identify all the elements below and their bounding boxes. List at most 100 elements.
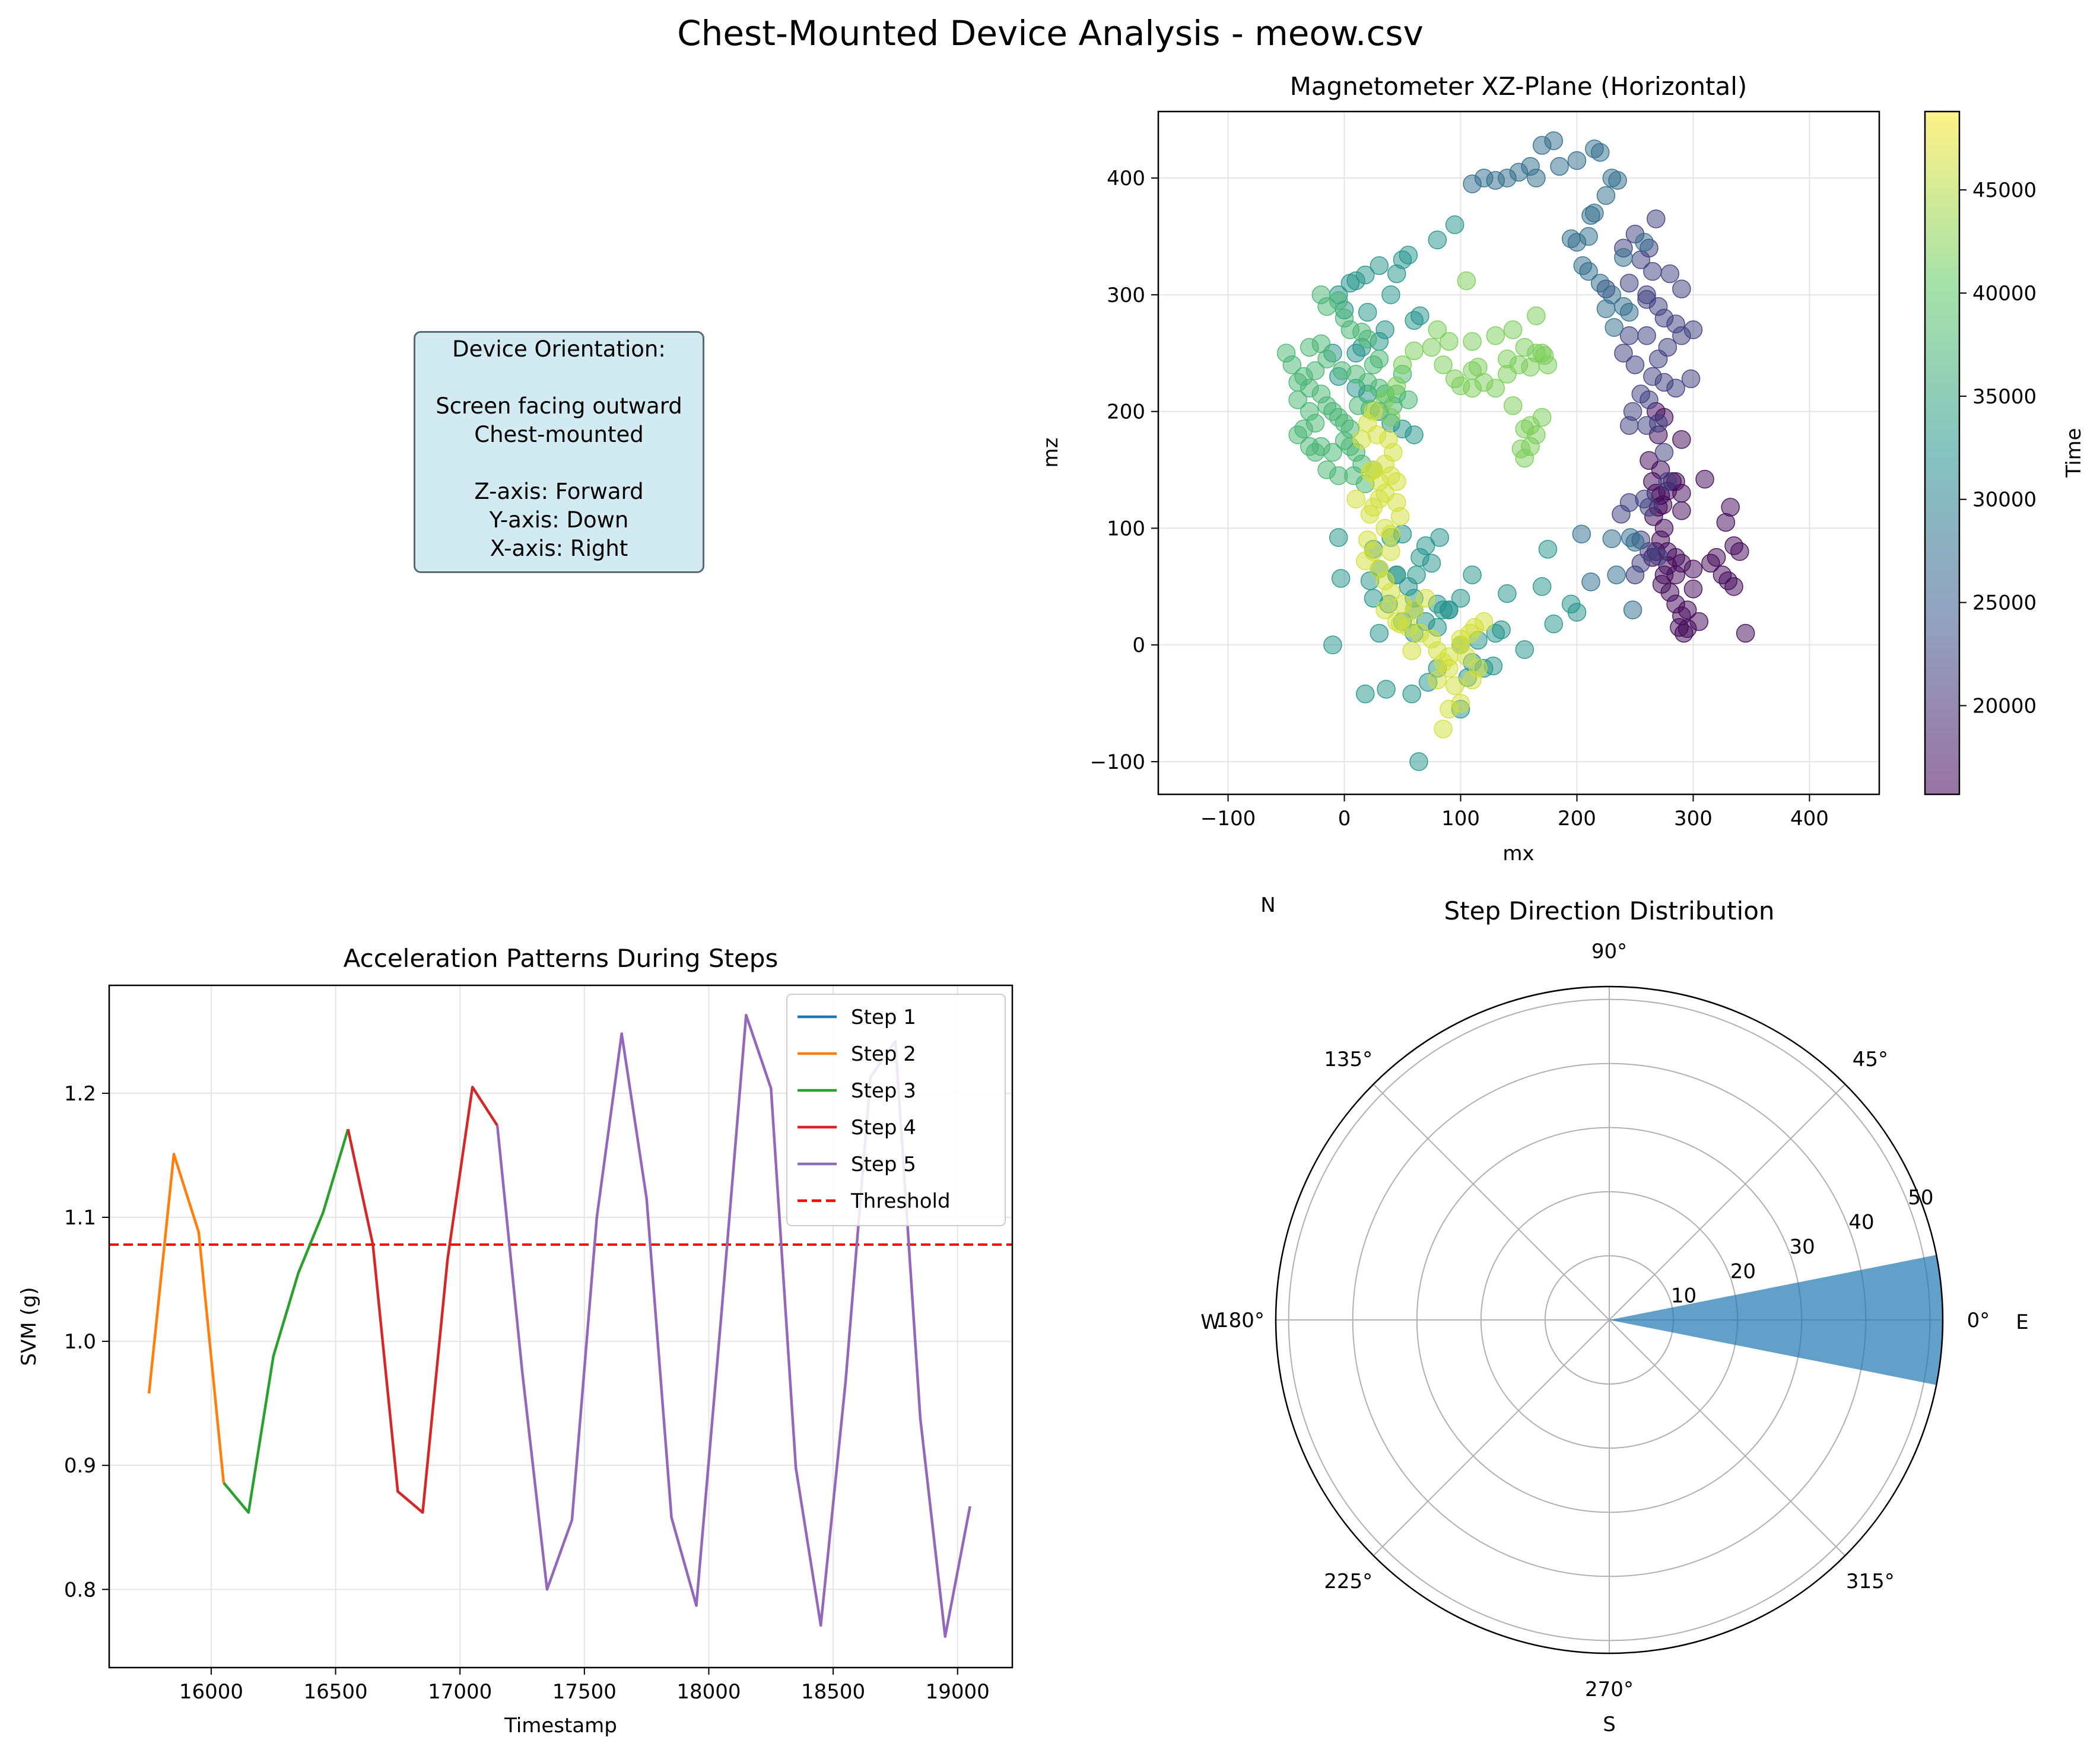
magnetometer-point — [1300, 402, 1319, 421]
magnetometer-ytick-label: −100 — [1090, 750, 1145, 774]
colorbar-tick-label: 35000 — [1972, 385, 2037, 409]
magnetometer-point — [1590, 273, 1610, 292]
acceleration-frame — [108, 984, 1014, 1669]
magnetometer-point — [1445, 215, 1464, 234]
legend-label: Step 2 — [851, 1042, 916, 1066]
polar-angle-label: 0° — [1967, 1309, 1990, 1332]
magnetometer-point — [1492, 620, 1511, 640]
magnetometer-point — [1346, 489, 1365, 508]
magnetometer-point — [1637, 326, 1656, 345]
magnetometer-point — [1637, 290, 1656, 309]
magnetometer-point — [1625, 355, 1645, 374]
acceleration-xtick-label: 16500 — [303, 1680, 367, 1704]
legend-label: Step 4 — [851, 1116, 916, 1140]
magnetometer-point — [1625, 533, 1645, 552]
magnetometer-point — [1409, 752, 1428, 771]
magnetometer-point — [1689, 612, 1708, 631]
magnetometer-point — [1666, 565, 1685, 584]
magnetometer-point — [1695, 470, 1714, 489]
magnetometer-point — [1614, 248, 1633, 267]
magnetometer-point — [1486, 378, 1505, 398]
magnetometer-point — [1428, 670, 1447, 689]
magnetometer-point — [1356, 551, 1375, 571]
magnetometer-point — [1390, 507, 1410, 526]
colorbar — [1925, 112, 1959, 794]
magnetometer-point — [1428, 320, 1447, 339]
magnetometer-point — [1602, 529, 1622, 548]
magnetometer-point — [1683, 579, 1703, 599]
magnetometer-point — [1402, 641, 1421, 660]
colorbar-tick-label: 20000 — [1972, 694, 2037, 718]
polar-spoke — [1609, 1083, 1846, 1321]
magnetometer-point — [1375, 390, 1394, 409]
magnetometer-point — [1678, 600, 1697, 619]
magnetometer-point — [1370, 623, 1389, 643]
direction-chart: Step Direction Distribution 0° 45° 90° 135°… — [1200, 893, 2029, 1736]
magnetometer-point — [1364, 402, 1383, 421]
magnetometer-point — [1416, 536, 1435, 555]
polar-radial-label: 20 — [1730, 1259, 1756, 1283]
magnetometer-point — [1658, 472, 1678, 491]
magnetometer-point — [1393, 355, 1412, 374]
magnetometer-point — [1474, 612, 1494, 631]
magnetometer-point — [1356, 265, 1375, 285]
magnetometer-point — [1619, 493, 1639, 512]
acceleration-xtick-label: 18500 — [801, 1680, 865, 1704]
magnetometer-point — [1346, 343, 1365, 363]
magnetometer-point — [1317, 349, 1336, 368]
magnetometer-frame — [1157, 110, 1880, 796]
polar-radial-label: 50 — [1908, 1186, 1933, 1210]
magnetometer-point — [1451, 693, 1470, 713]
magnetometer-point — [1498, 364, 1517, 384]
acceleration-ytick-label: 0.9 — [64, 1454, 96, 1478]
magnetometer-point — [1619, 273, 1639, 292]
magnetometer-chart: Magnetometer XZ-Plane (Horizontal) −100 0… — [1039, 72, 2086, 866]
legend-box — [786, 994, 1006, 1226]
magnetometer-point — [1648, 546, 1668, 566]
acceleration-ytick-label: 1.0 — [64, 1330, 96, 1354]
magnetometer-point — [1288, 390, 1307, 409]
polar-angle-label: 45° — [1853, 1048, 1888, 1071]
magnetometer-point — [1370, 349, 1389, 368]
magnetometer-point — [1607, 565, 1626, 584]
magnetometer-point — [1440, 332, 1459, 351]
polar-bar — [1609, 1255, 1943, 1385]
magnetometer-point — [1451, 635, 1470, 654]
magnetometer-ytick-label: 400 — [1107, 167, 1145, 190]
polar-angle-label: 135° — [1324, 1048, 1373, 1071]
magnetometer-point — [1451, 588, 1470, 608]
magnetometer-point — [1724, 536, 1743, 555]
magnetometer-point — [1323, 443, 1342, 462]
polar-spoke — [1609, 1319, 1846, 1557]
polar-angle-label: 315° — [1846, 1570, 1895, 1593]
series-line-step-3 — [223, 1128, 350, 1514]
magnetometer-point — [1660, 264, 1680, 284]
magnetometer-point — [1469, 358, 1488, 377]
magnetometer-point — [1683, 320, 1703, 339]
magnetometer-point — [1623, 600, 1642, 619]
magnetometer-point — [1503, 396, 1523, 415]
polar-outline — [1275, 985, 1944, 1655]
magnetometer-point — [1352, 430, 1371, 449]
colorbar-frame — [1924, 110, 1961, 796]
magnetometer-point — [1445, 676, 1464, 695]
magnetometer-point — [1648, 413, 1668, 433]
magnetometer-point — [1567, 603, 1587, 622]
compass-north: N — [1260, 893, 1275, 917]
acceleration-chart: Acceleration Patterns During Steps 16000… — [17, 944, 1014, 1738]
magnetometer-point — [1331, 569, 1351, 588]
colorbar-label: Time — [2062, 428, 2086, 478]
legend-label: Threshold — [850, 1189, 951, 1213]
magnetometer-xtick-label: 100 — [1441, 807, 1480, 831]
magnetometer-point — [1538, 540, 1558, 559]
magnetometer-point — [1619, 326, 1639, 345]
magnetometer-point — [1434, 720, 1453, 739]
magnetometer-point — [1640, 390, 1659, 409]
legend-label: Step 1 — [851, 1006, 916, 1029]
magnetometer-point — [1405, 341, 1424, 361]
figure-title: Chest-Mounted Device Analysis - meow.csv — [677, 13, 1424, 53]
magnetometer-ytick-label: 100 — [1107, 517, 1145, 540]
magnetometer-point — [1544, 614, 1564, 634]
acceleration-xtick-label: 17500 — [552, 1680, 617, 1704]
magnetometer-point — [1434, 355, 1453, 374]
